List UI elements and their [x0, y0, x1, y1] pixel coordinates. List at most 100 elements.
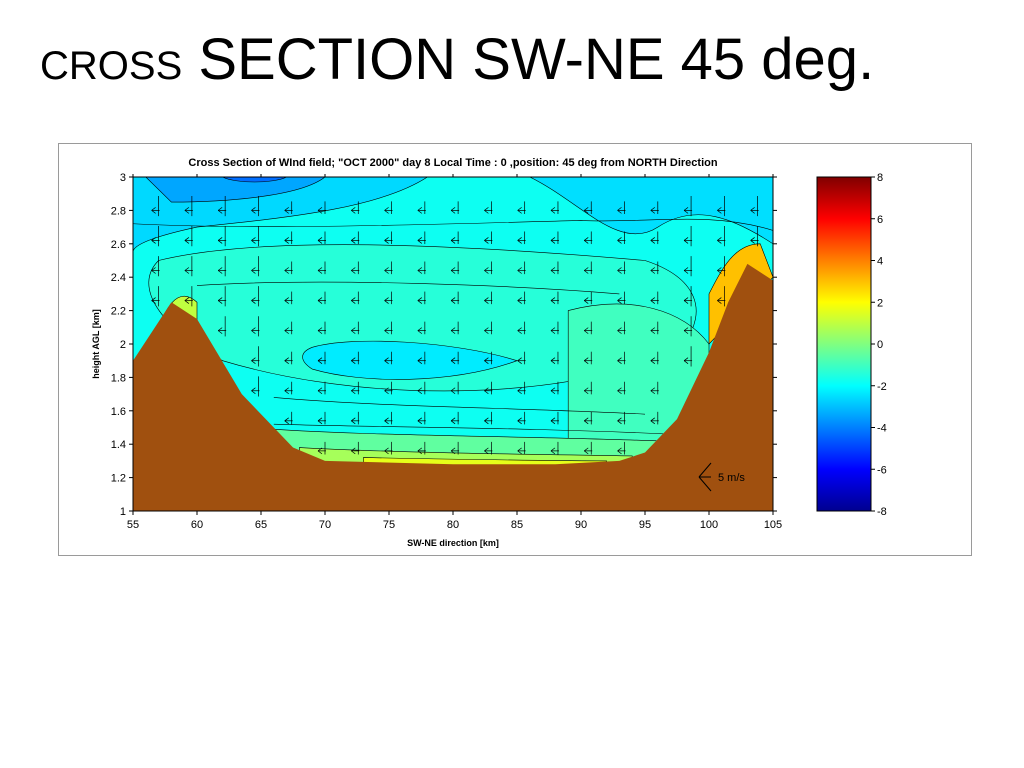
wind-vector-head	[517, 417, 522, 422]
wind-vector-head	[184, 270, 190, 274]
wind-vector	[484, 201, 493, 214]
wind-vector-head	[683, 360, 689, 364]
wind-vector-head	[184, 237, 190, 241]
wind-vector	[683, 256, 693, 277]
wind-vector	[517, 441, 526, 455]
wind-vector-head	[351, 300, 356, 304]
wind-vector-head	[617, 297, 622, 301]
wind-vector	[151, 196, 160, 217]
wind-vector	[417, 351, 426, 365]
wind-vector-head	[717, 237, 722, 241]
wind-vector-head	[617, 210, 622, 214]
wind-vector	[184, 226, 193, 247]
wind-vector	[317, 351, 326, 365]
wind-vector	[351, 411, 360, 425]
wind-vector	[550, 411, 559, 425]
wind-vector-head	[450, 300, 456, 304]
wind-vector-head	[251, 300, 256, 304]
wind-vector-head	[151, 297, 156, 301]
wind-vector-head	[384, 450, 389, 455]
wind-vector	[251, 346, 260, 367]
x-axis-label: SW-NE direction [km]	[407, 538, 499, 548]
wind-vector	[151, 286, 160, 307]
wind-vector-head	[584, 420, 589, 425]
wind-vector-head	[450, 387, 456, 392]
wind-vector-head	[251, 390, 256, 395]
wind-vector	[450, 321, 460, 335]
y-axis: 1 1.2 1.4 1.6 1.8 2 2.2 2.4 2.6 2.8 3	[111, 172, 777, 518]
wind-vector	[683, 286, 693, 307]
wind-vector	[450, 231, 460, 245]
wind-vector	[450, 201, 460, 214]
wind-vector-head	[251, 207, 256, 211]
wind-vector-head	[617, 240, 622, 244]
wind-vector	[417, 441, 426, 455]
wind-vector-head	[450, 297, 456, 301]
wind-vector-head	[517, 330, 522, 334]
wind-vector-head	[184, 297, 190, 301]
wind-vector	[717, 256, 726, 277]
wind-vector-head	[317, 210, 323, 214]
wind-vector-head	[417, 240, 423, 244]
y-tick-label: 1.2	[111, 473, 126, 485]
wind-vector-head	[617, 207, 622, 211]
wind-vector-head	[417, 360, 423, 364]
wind-vector-head	[417, 207, 423, 211]
wind-vector-head	[550, 327, 556, 331]
wind-vector-head	[517, 237, 522, 241]
wind-vector	[617, 321, 626, 335]
wind-vector-head	[384, 240, 389, 244]
wind-vector-head	[617, 237, 622, 241]
wind-vector-head	[517, 210, 522, 214]
wind-vector-head	[484, 297, 489, 301]
wind-vector-head	[650, 360, 656, 364]
wind-vector-head	[351, 450, 356, 455]
wind-vector	[384, 351, 393, 365]
wind-vector-head	[217, 237, 223, 241]
wind-vector-head	[351, 357, 356, 361]
wind-vector-head	[450, 267, 456, 271]
wind-vector-head	[284, 207, 289, 211]
wind-vector	[284, 351, 293, 365]
wind-vector	[584, 381, 593, 395]
wind-reference-label: 5 m/s	[718, 472, 745, 484]
wind-vector	[484, 231, 493, 245]
wind-vector-head	[351, 327, 356, 331]
wind-vector-head	[550, 357, 556, 361]
wind-vector-head	[484, 210, 489, 214]
wind-vector-head	[584, 207, 589, 211]
wind-vector	[584, 231, 593, 245]
colorbar-tick-label: -6	[877, 464, 887, 476]
wind-vector-head	[184, 207, 190, 211]
wind-vector-head	[284, 240, 289, 244]
wind-vector-head	[584, 270, 589, 274]
wind-vector	[517, 381, 526, 395]
wind-vector	[650, 351, 659, 365]
wind-vector-head	[584, 237, 589, 241]
wind-vector-head	[750, 210, 755, 214]
wind-vector	[317, 291, 326, 305]
slide-title: CROSS SECTION SW-NE 45 deg.	[40, 20, 874, 106]
wind-vector-head	[450, 207, 456, 211]
wind-vector-head	[650, 420, 656, 425]
colorbar-scale	[816, 176, 872, 512]
wind-vector	[484, 381, 493, 395]
wind-vector-head	[284, 330, 289, 334]
wind-vector-head	[584, 210, 589, 214]
wind-vector	[517, 231, 526, 245]
colorbar-tick-label: -2	[877, 381, 887, 393]
wind-vector-head	[417, 387, 423, 392]
wind-vector	[184, 286, 193, 307]
wind-vector-head	[317, 417, 323, 422]
wind-vector-head	[683, 240, 689, 244]
wind-vector	[317, 261, 326, 275]
wind-vector-head	[617, 417, 622, 422]
wind-vector-head	[184, 240, 190, 244]
wind-vector-head	[450, 447, 456, 452]
wind-vector	[550, 291, 559, 305]
wind-vector-head	[650, 357, 656, 361]
contour-band	[302, 340, 518, 380]
wind-vector-head	[284, 360, 289, 364]
wind-vector-head	[550, 210, 556, 214]
wind-vector-head	[251, 387, 256, 392]
